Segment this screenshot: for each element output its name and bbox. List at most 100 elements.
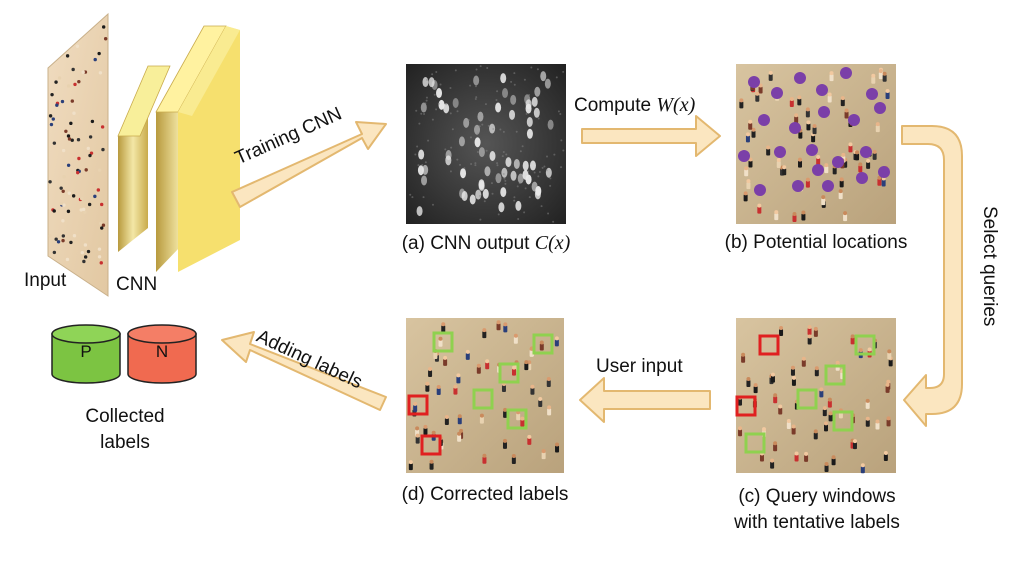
positive-window (824, 364, 846, 386)
person-head (538, 397, 543, 402)
input-person (70, 99, 75, 103)
input-person (61, 238, 65, 243)
activation-blob (529, 160, 536, 171)
person-head (885, 382, 890, 387)
noise-speck (467, 119, 470, 122)
person-head (858, 348, 863, 353)
person-body (496, 323, 501, 331)
noise-speck (528, 196, 531, 199)
activation-blob (545, 167, 552, 178)
person-body (798, 131, 803, 139)
noise-speck (456, 158, 459, 161)
person-body (423, 427, 428, 435)
positive-window (832, 410, 854, 432)
person-body (743, 194, 748, 202)
person-body (807, 327, 812, 335)
input-person (77, 156, 81, 161)
person-head (453, 384, 458, 389)
person-head (482, 453, 487, 458)
activation-blob (422, 77, 429, 88)
activation-blob (509, 109, 516, 120)
person-body (821, 198, 826, 206)
activation-blob (501, 167, 508, 178)
person-head (812, 124, 817, 129)
person-head (867, 347, 872, 352)
activation-blob (547, 119, 554, 130)
person-head (827, 397, 832, 402)
person-head (743, 191, 748, 196)
person-body (503, 410, 508, 418)
noise-speck (411, 196, 414, 199)
input-person (99, 261, 103, 265)
input-person (51, 117, 55, 121)
noise-speck (557, 110, 560, 113)
activation-blob (482, 188, 489, 199)
person-body (753, 386, 758, 394)
person-body (843, 214, 848, 222)
activation-blob (478, 147, 485, 158)
noise-speck (501, 155, 504, 158)
potential-location-marker (738, 150, 750, 162)
person-body (513, 336, 518, 344)
noise-speck (463, 167, 466, 170)
person-body (503, 325, 508, 333)
noise-speck (435, 71, 438, 74)
person-head (794, 451, 799, 456)
person-head (520, 416, 525, 421)
activation-blob (416, 206, 423, 217)
input-person (97, 51, 101, 56)
activation-blob (418, 149, 425, 160)
person-head (479, 413, 484, 418)
person-body (805, 180, 810, 188)
input-person (48, 234, 52, 238)
activation-blob (460, 168, 467, 179)
positive-window (506, 408, 528, 430)
noise-speck (486, 67, 489, 70)
person-head (485, 359, 490, 364)
person-head (887, 349, 892, 354)
person-body (739, 101, 744, 109)
user-input-arrow (579, 377, 711, 423)
person-body (429, 462, 434, 470)
noise-speck (527, 170, 530, 173)
positive-window (796, 388, 818, 410)
person-head (779, 326, 784, 331)
activation-blob (531, 96, 538, 107)
potential-location-marker (758, 114, 770, 126)
training-arrow (231, 121, 387, 208)
person-body (797, 98, 802, 106)
activation-blob (436, 88, 443, 99)
potential-location-marker (866, 88, 878, 100)
noise-speck (546, 155, 549, 158)
person-body (816, 157, 821, 165)
activation-blob (458, 136, 465, 147)
person-body (824, 465, 829, 473)
person-head (827, 92, 832, 97)
noise-speck (517, 218, 520, 221)
person-head (415, 433, 420, 438)
input-person (72, 233, 77, 238)
person-body (425, 384, 430, 392)
noise-speck (504, 182, 507, 185)
noise-speck (439, 83, 442, 86)
user-input-label: User input (596, 356, 683, 377)
potential-location-marker (840, 67, 852, 79)
person-body (770, 375, 775, 383)
person-head (503, 407, 508, 412)
person-body (827, 400, 832, 408)
input-person (97, 247, 102, 251)
person-body (882, 74, 887, 82)
person-body (852, 442, 857, 450)
person-head (748, 157, 753, 162)
person-body (453, 387, 458, 395)
noise-speck (469, 136, 472, 139)
noise-speck (510, 80, 513, 83)
activation-blob (526, 128, 533, 139)
compute-arrow-text: Compute (574, 95, 652, 116)
panel-c-query-windows-image (735, 318, 896, 474)
person-head (878, 69, 883, 74)
noise-speck (444, 148, 447, 151)
panel-c-caption-line1: (c) Query windows (738, 486, 896, 507)
person-head (886, 379, 891, 384)
person-body (476, 366, 481, 374)
